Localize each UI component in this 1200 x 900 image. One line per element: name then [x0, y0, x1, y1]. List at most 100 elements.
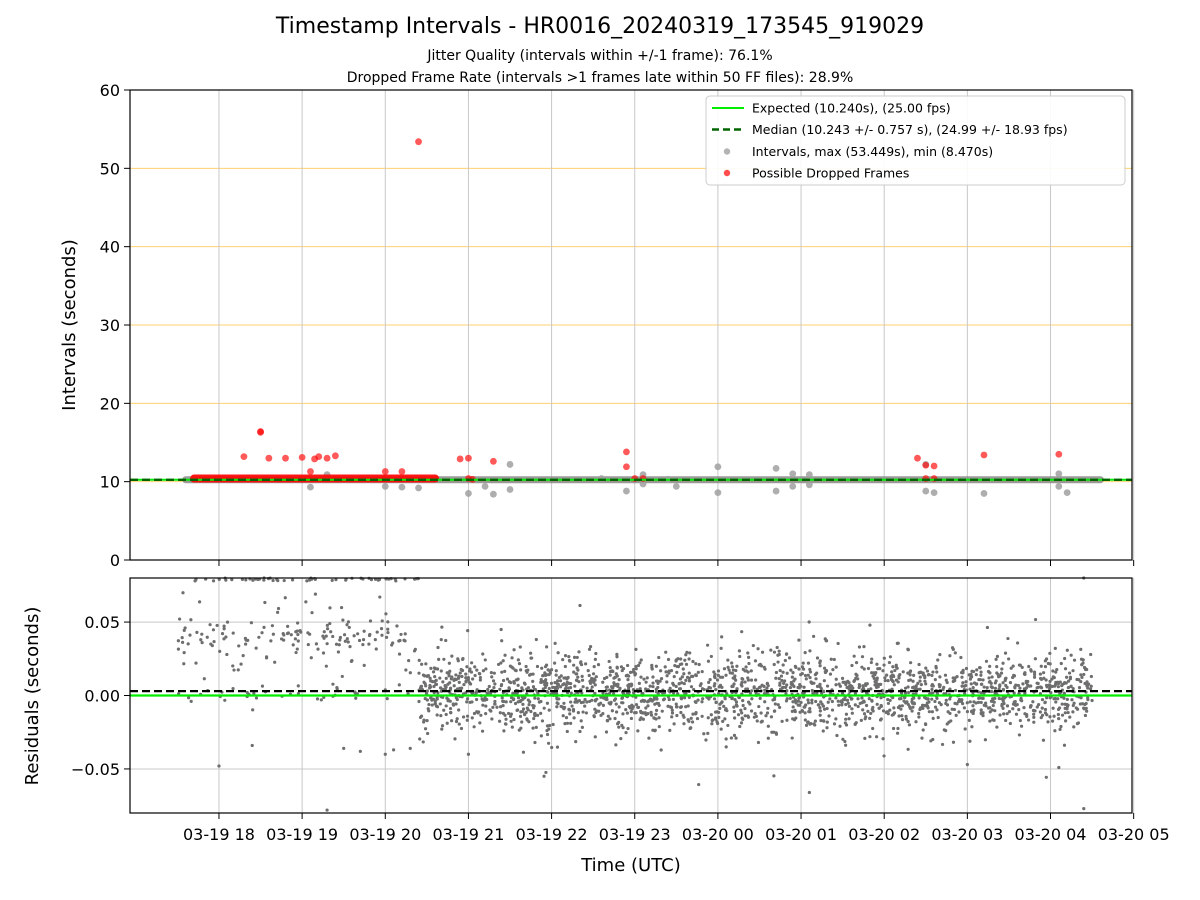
residual-point	[900, 714, 904, 718]
residual-point	[553, 661, 557, 665]
residual-point	[864, 703, 869, 708]
interval-point	[506, 486, 514, 493]
residual-point	[293, 637, 297, 641]
residual-point	[579, 719, 583, 723]
residual-point	[608, 702, 613, 706]
residual-point	[1058, 727, 1062, 731]
residual-point	[892, 674, 896, 679]
residual-point	[1054, 670, 1058, 674]
residual-point	[941, 687, 945, 692]
residual-point	[211, 579, 216, 583]
residual-point	[516, 658, 520, 662]
residual-point	[1047, 683, 1051, 687]
residual-point	[800, 671, 804, 676]
residual-point	[555, 745, 560, 749]
residual-point	[656, 681, 660, 685]
residual-point	[186, 642, 190, 646]
dropped-frame-point	[323, 454, 331, 462]
residual-point	[826, 700, 830, 704]
residual-point	[453, 677, 458, 682]
residual-point	[844, 717, 848, 721]
residual-point	[1063, 656, 1067, 661]
residual-point	[838, 724, 842, 728]
residual-point	[627, 685, 631, 690]
residual-point	[418, 715, 423, 720]
residual-point	[343, 639, 347, 643]
residual-point	[540, 719, 545, 723]
residual-point	[762, 684, 766, 688]
residual-point	[592, 677, 596, 681]
residual-point	[783, 658, 787, 663]
residual-point	[438, 686, 443, 690]
residual-point	[821, 729, 825, 733]
residual-point	[428, 676, 432, 680]
residual-point	[1050, 719, 1055, 723]
residual-point	[231, 686, 235, 691]
residual-point	[818, 659, 822, 663]
residual-point	[993, 709, 997, 713]
residual-point	[322, 630, 326, 634]
residual-point	[863, 717, 867, 721]
residual-point	[1007, 709, 1012, 714]
residual-point	[513, 668, 517, 672]
residual-point	[271, 632, 275, 636]
residual-point	[944, 698, 948, 702]
residual-point	[886, 679, 890, 683]
residual-point	[601, 696, 606, 700]
residual-point	[492, 671, 496, 675]
residual-point	[678, 677, 683, 681]
residual-point	[798, 710, 802, 714]
residual-point	[423, 682, 427, 686]
residual-point	[276, 610, 280, 614]
residual-point	[832, 722, 837, 726]
residual-point	[790, 736, 794, 740]
residual-point	[518, 645, 522, 649]
residual-point	[844, 723, 849, 727]
residual-point	[437, 657, 441, 662]
residual-point	[583, 697, 587, 702]
residual-point	[818, 682, 822, 686]
residual-point	[964, 666, 969, 671]
residual-point	[772, 662, 776, 667]
residual-point	[760, 650, 765, 654]
interval-point	[714, 463, 722, 471]
residual-point	[874, 671, 878, 675]
residual-point	[417, 671, 421, 675]
residual-point	[723, 708, 728, 712]
residual-point	[1071, 669, 1075, 673]
residual-point	[531, 706, 536, 710]
residual-point	[435, 705, 440, 709]
residual-point	[663, 665, 667, 669]
residual-point	[791, 671, 795, 675]
residual-point	[1056, 697, 1060, 701]
residual-point	[933, 699, 937, 704]
residual-point	[998, 713, 1002, 717]
residual-point	[316, 647, 320, 651]
residual-point	[222, 627, 226, 631]
residual-point	[674, 659, 678, 663]
residual-point	[924, 722, 928, 727]
residual-point	[636, 705, 641, 709]
residual-point	[866, 709, 870, 713]
residual-point	[793, 708, 797, 712]
residual-point	[828, 672, 833, 676]
residual-point	[758, 696, 762, 700]
residual-point	[969, 675, 973, 679]
residual-point	[614, 683, 618, 687]
residual-point	[252, 691, 256, 696]
chart-title: Timestamp Intervals - HR0016_20240319_17…	[275, 14, 925, 39]
residual-point	[675, 705, 679, 709]
residual-point	[1076, 721, 1081, 725]
residual-point	[553, 681, 557, 685]
residual-point	[684, 662, 689, 666]
residual-point	[1032, 670, 1037, 674]
residual-point	[818, 706, 822, 710]
residual-point	[641, 717, 645, 721]
residual-point	[696, 670, 700, 674]
residual-point	[594, 651, 598, 656]
residual-point	[1023, 712, 1027, 716]
residual-point	[512, 648, 516, 652]
residual-point	[756, 740, 761, 745]
residual-point	[823, 637, 827, 641]
